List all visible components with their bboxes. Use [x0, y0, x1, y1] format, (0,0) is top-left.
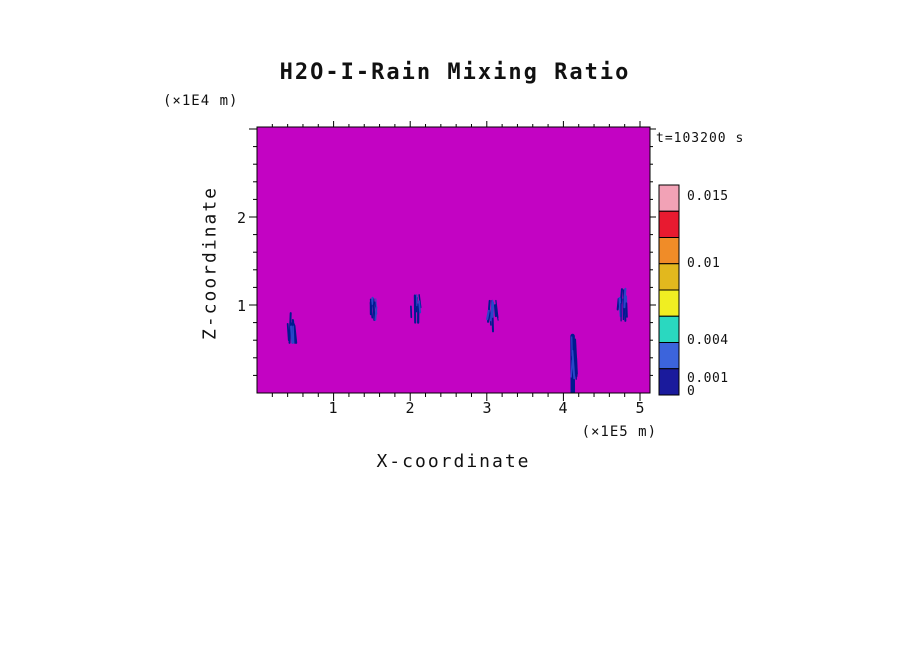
colorbar-segment — [658, 263, 680, 291]
x-tick-label-4: 4 — [558, 399, 568, 417]
x-axis-label: X-coordinate — [376, 451, 531, 472]
plot-background — [257, 127, 650, 393]
colorbar-segment — [658, 315, 680, 343]
x-tick-label-1: 1 — [328, 399, 338, 417]
colorbar-segment — [658, 368, 680, 396]
colorbar-label-zero: 0 — [687, 384, 696, 399]
colorbar-label-001: 0.01 — [687, 256, 721, 271]
colorbar-segment — [658, 184, 680, 212]
x-tick-label-3: 3 — [482, 399, 492, 417]
chart-title: H2O-I-Rain Mixing Ratio — [279, 60, 631, 85]
colorbar-segment — [658, 237, 680, 265]
x-axis-unit-label: (×1E5 m) — [581, 424, 657, 440]
axis-ticks — [249, 121, 656, 401]
rain-features — [286, 287, 628, 393]
colorbar-label-0015: 0.015 — [687, 189, 729, 204]
y-tick-label-2: 2 — [236, 209, 246, 227]
y-tick-label-1: 1 — [236, 297, 246, 315]
x-tick-label-2: 2 — [405, 399, 415, 417]
colorbar-segment — [658, 289, 680, 317]
colorbar — [658, 184, 680, 396]
colorbar-label-0001: 0.001 — [687, 371, 729, 386]
y-axis-unit-label: (×1E4 m) — [163, 93, 239, 109]
colorbar-label-0004: 0.004 — [687, 333, 729, 348]
colorbar-segment — [658, 342, 680, 370]
time-annotation: t=103200 s — [656, 131, 745, 146]
colorbar-segment — [658, 210, 680, 238]
plot-border — [256, 126, 651, 394]
x-tick-label-5: 5 — [635, 399, 645, 417]
